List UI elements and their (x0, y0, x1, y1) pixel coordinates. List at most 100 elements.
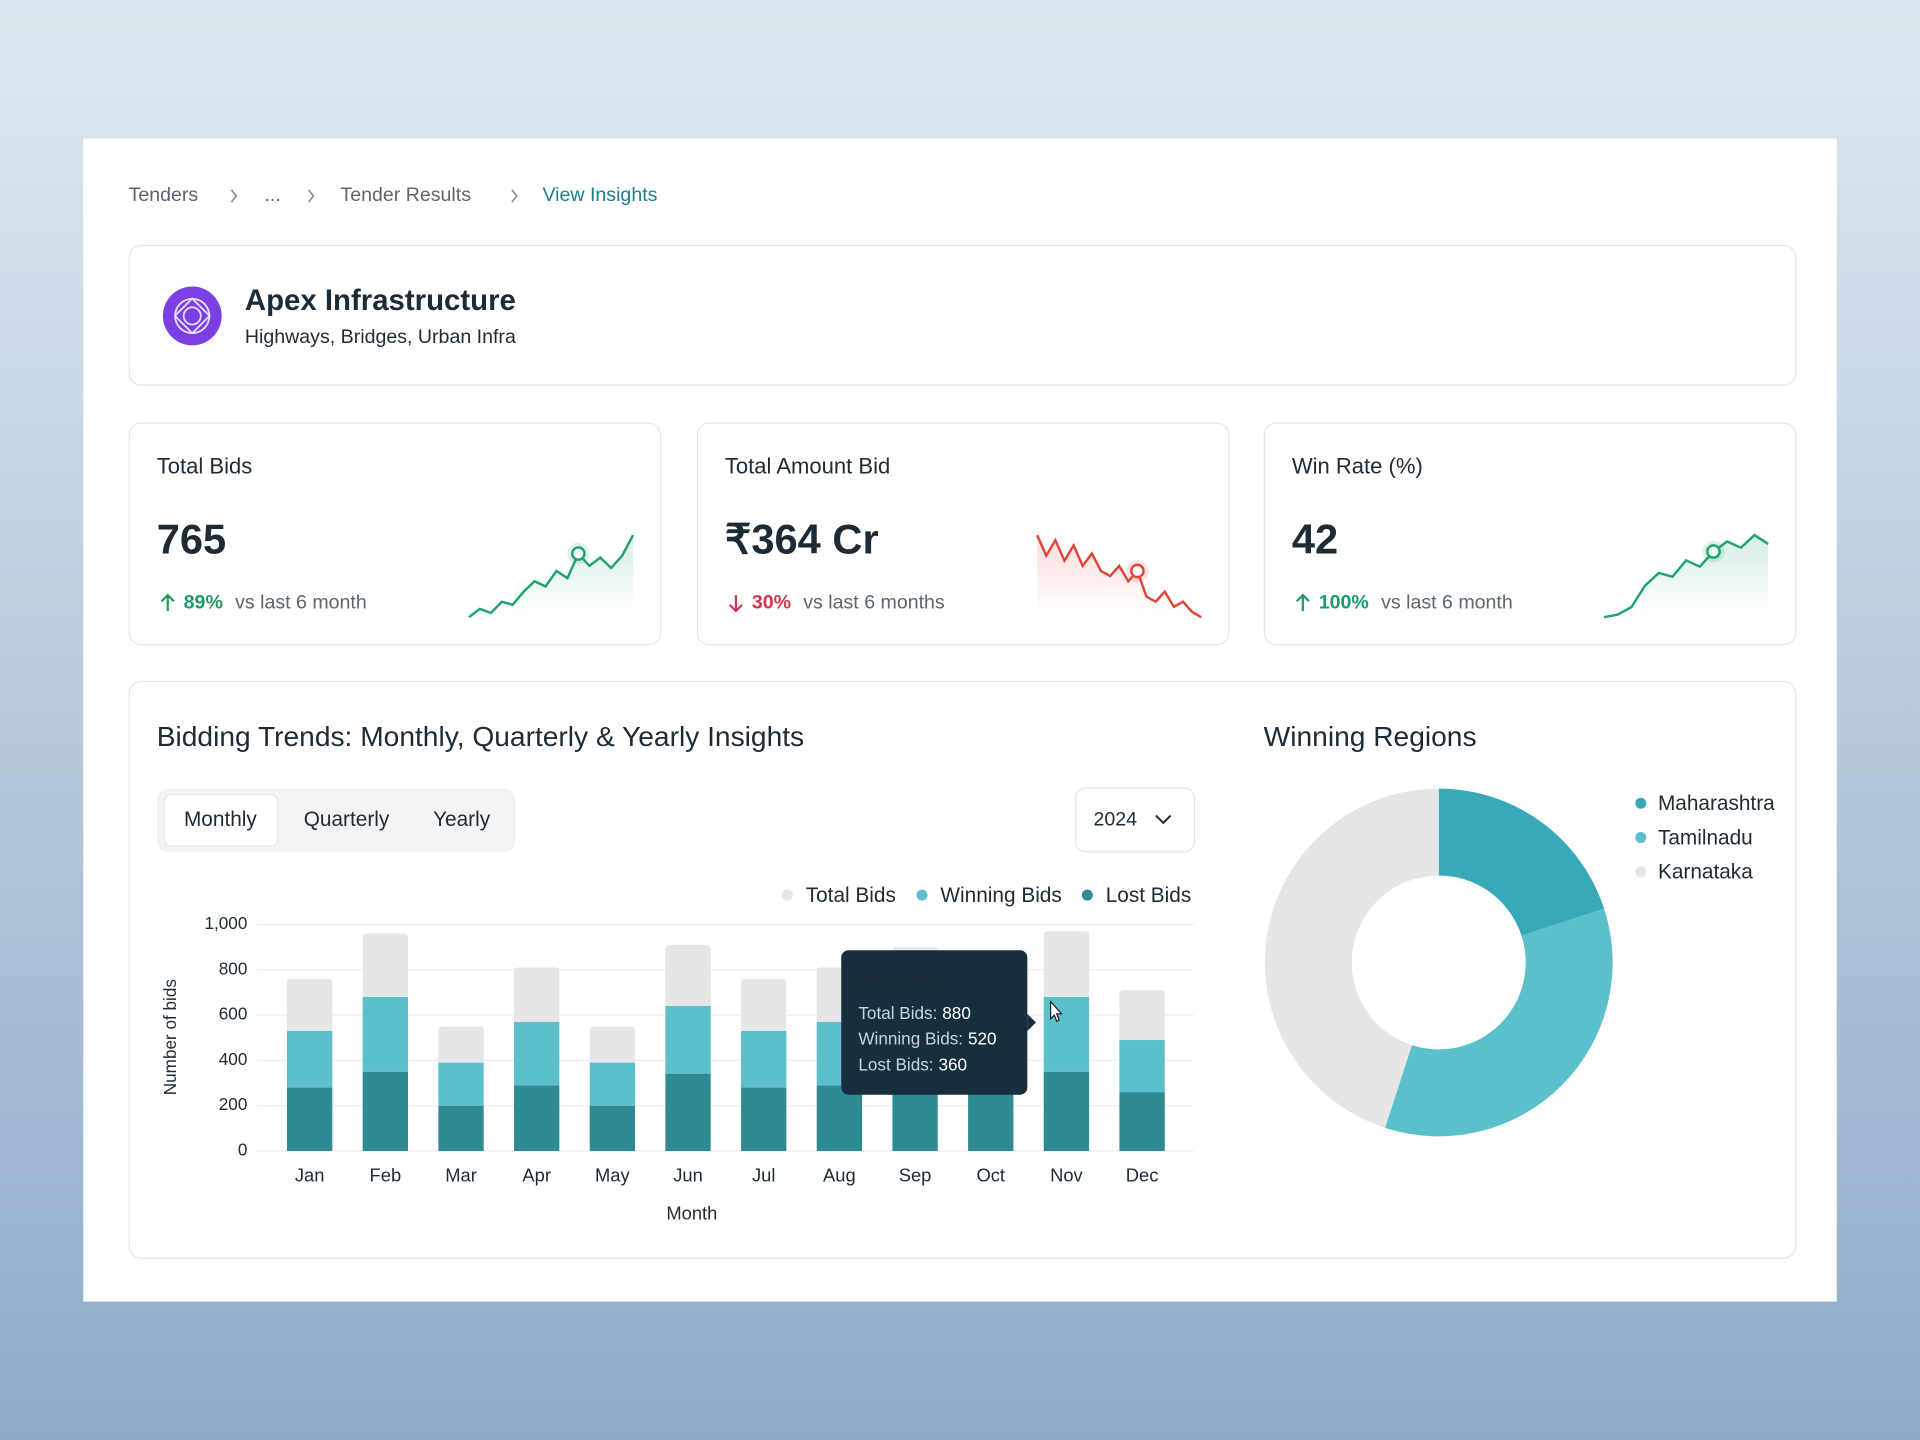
legend-label: Total Bids (806, 884, 896, 907)
tooltip-pointer (1027, 1013, 1036, 1032)
kpi-value: 765 (157, 515, 226, 562)
tab[interactable]: Monthly (184, 808, 257, 831)
change-value: 100% (1319, 592, 1369, 614)
donut-slice (1438, 788, 1605, 936)
sparkline-marker (1130, 563, 1145, 579)
bar-winning (438, 1062, 484, 1106)
sparkline (1603, 533, 1769, 619)
tooltip-title: November (858, 969, 942, 989)
x-tick-label: Feb (370, 1165, 402, 1186)
y-tick-label: 400 (219, 1049, 248, 1069)
tooltip (841, 950, 1028, 1095)
x-tick-label: Aug (823, 1165, 856, 1186)
bar-lost (589, 1105, 636, 1152)
tooltip-label: Total Bids: (858, 1002, 937, 1022)
cursor (1050, 1000, 1064, 1023)
kpi-label: Total Amount Bid (725, 454, 890, 479)
company-logo (162, 286, 222, 346)
breadcrumb-item[interactable]: Tenders (129, 184, 199, 206)
section-title: Winning Regions (1264, 721, 1477, 752)
breadcrumb-item[interactable]: Tender Results (340, 184, 471, 206)
x-tick-label: May (595, 1165, 631, 1186)
x-axis-label: Month (666, 1203, 717, 1224)
sparkline (1036, 534, 1202, 619)
bar-winning (362, 996, 408, 1072)
year-dropdown[interactable] (1075, 787, 1196, 853)
tooltip-line: Lost Bids: 360 (858, 1054, 967, 1074)
sparkline-area (1604, 535, 1769, 618)
sparkline (468, 534, 635, 619)
change-note: vs last 6 month (235, 592, 367, 614)
legend-dot (1635, 832, 1647, 844)
legend-label: Karnataka (1658, 861, 1753, 884)
trend-arrow (1295, 593, 1310, 612)
tab[interactable]: Yearly (433, 808, 491, 831)
bar-winning (589, 1062, 636, 1106)
kpi-change: 30% vs last 6 months (752, 592, 945, 614)
sparkline-marker (571, 546, 586, 561)
donut-slice (1385, 908, 1613, 1137)
tooltip-value: 360 (938, 1054, 967, 1074)
y-tick-label: 0 (238, 1140, 248, 1160)
change-value: 30% (752, 592, 791, 614)
breadcrumb-item[interactable]: ... (264, 184, 280, 206)
y-axis-label: Number of bids (160, 979, 180, 1095)
bar-lost (362, 1071, 408, 1152)
y-tick-label: 1,000 (204, 913, 247, 933)
donut-slice (1264, 788, 1439, 1128)
change-note: vs last 6 month (1381, 592, 1513, 614)
x-tick-label: Sep (899, 1165, 932, 1186)
x-tick-label: Dec (1126, 1165, 1159, 1186)
kpi-label: Win Rate (%) (1292, 454, 1423, 479)
bar-lost (1043, 1071, 1090, 1152)
kpi-label: Total Bids (157, 454, 253, 479)
tooltip-line: Winning Bids: 520 (858, 1028, 996, 1048)
section-title: Bidding Trends: Monthly, Quarterly & Yea… (157, 721, 804, 752)
legend-dot (1081, 889, 1093, 901)
tooltip-value: 880 (942, 1002, 971, 1022)
bar-winning (741, 1030, 787, 1088)
legend-dot (781, 889, 793, 901)
bar-winning (665, 1006, 711, 1074)
bar-winning (287, 1030, 333, 1088)
change-value: 89% (184, 592, 223, 614)
kpi-change: 100% vs last 6 month (1319, 592, 1513, 614)
x-tick-label: Jul (752, 1165, 775, 1186)
bar-lost (816, 1085, 863, 1152)
x-tick-label: Jan (295, 1165, 325, 1186)
trend-arrow (160, 593, 175, 612)
sparkline-area (468, 535, 634, 618)
company-name: Apex Infrastructure (245, 284, 516, 317)
y-tick-label: 800 (219, 958, 248, 978)
bar-lost (665, 1074, 711, 1152)
legend-label: Maharashtra (1658, 792, 1775, 815)
separator (307, 189, 315, 203)
x-tick-label: Oct (976, 1165, 1005, 1186)
legend-dot (1635, 797, 1647, 809)
x-tick-label: Mar (445, 1165, 477, 1186)
trend-arrow (729, 595, 743, 613)
legend-dot (916, 889, 928, 901)
bar-lost (287, 1087, 333, 1152)
legend-label: Winning Bids (940, 884, 1061, 907)
tab-active[interactable] (163, 794, 279, 847)
kpi-value: ₹364 Cr (725, 515, 879, 562)
year-value[interactable]: 2024 (1093, 809, 1137, 831)
x-tick-label: Jun (673, 1165, 703, 1186)
tooltip-value: 520 (968, 1028, 997, 1048)
chevron (1155, 814, 1172, 825)
sparkline-marker (1706, 544, 1721, 559)
y-tick-label: 200 (219, 1094, 248, 1114)
bar-lost (741, 1087, 787, 1152)
kpi-change: 89% vs last 6 month (184, 592, 367, 614)
x-tick-label: Apr (522, 1165, 551, 1186)
legend-dot (1635, 866, 1647, 878)
kpi-value: 42 (1292, 515, 1338, 562)
tooltip-label: Winning Bids: (858, 1028, 963, 1048)
breadcrumb-current[interactable]: View Insights (542, 184, 657, 206)
logo-pattern (173, 297, 211, 335)
separator (230, 189, 238, 203)
legend-label: Tamilnadu (1658, 826, 1753, 849)
tab[interactable]: Quarterly (304, 808, 390, 831)
